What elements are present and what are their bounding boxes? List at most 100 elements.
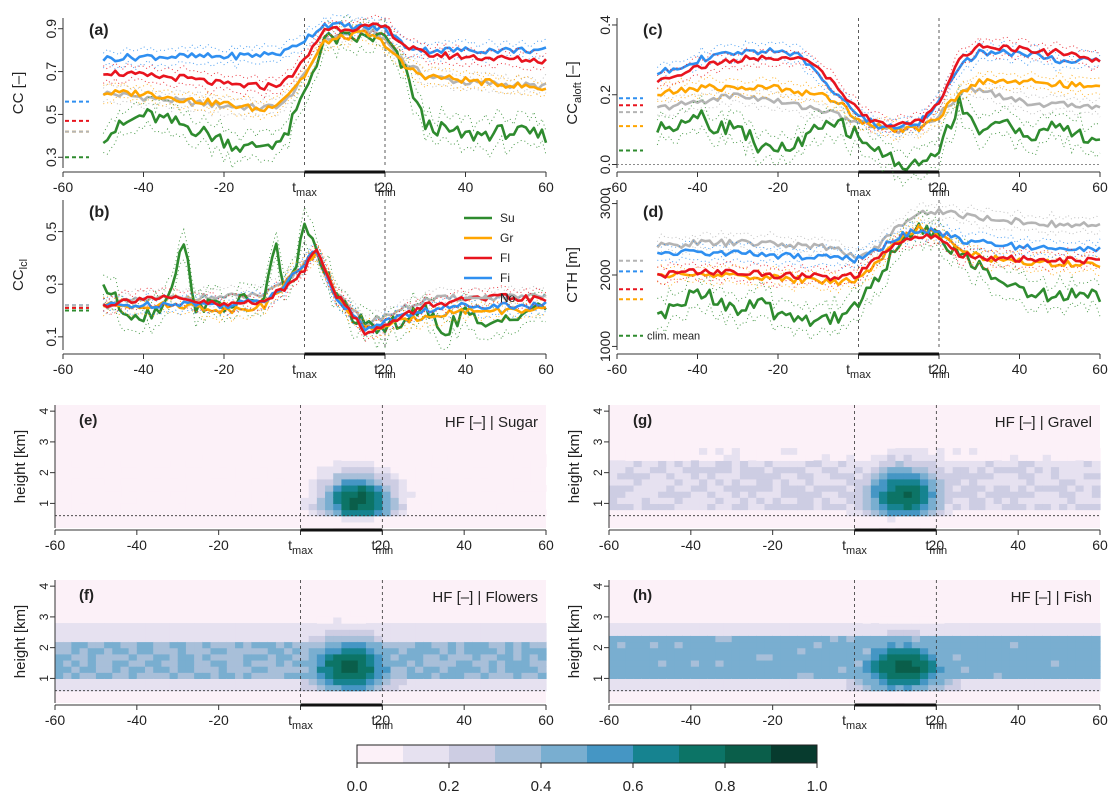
- heatmap-cell: [128, 623, 138, 630]
- x-tick-label: -20: [763, 712, 783, 728]
- heatmap-cell: [447, 647, 457, 655]
- heatmap-cell: [382, 472, 392, 480]
- heatmap-cell: [993, 678, 1003, 686]
- heatmap-cell: [333, 491, 343, 498]
- heatmap-cell: [496, 678, 506, 686]
- heatmap-cell: [1050, 491, 1060, 498]
- heatmap-cell: [218, 684, 228, 692]
- heatmap-cell: [202, 684, 212, 692]
- heatmap-cell: [960, 491, 970, 498]
- heatmap-cell: [210, 497, 220, 504]
- heatmap-cell: [308, 678, 318, 686]
- heatmap-cell: [846, 460, 856, 468]
- heatmap-cell: [772, 666, 782, 673]
- heatmap-cell: [609, 460, 618, 468]
- heatmap-cell: [1091, 460, 1101, 468]
- heatmap-cell: [1001, 478, 1011, 486]
- heatmap-cell: [210, 641, 220, 649]
- heatmap-cell: [431, 460, 441, 468]
- heatmap-cell: [1018, 653, 1027, 661]
- heatmap-cell: [789, 653, 798, 661]
- heatmap-cell: [431, 623, 441, 630]
- heatmap-cell: [960, 647, 970, 655]
- heatmap-cell: [821, 466, 831, 474]
- series-spread-upper-Gr: [103, 21, 547, 105]
- heatmap-cell: [169, 666, 179, 673]
- heatmap-cell: [145, 659, 154, 667]
- heatmap-cell: [1009, 466, 1019, 474]
- heatmap-cell: [382, 503, 392, 511]
- heatmap-cell: [870, 666, 880, 673]
- heatmap-cell: [513, 484, 523, 492]
- heatmap-cell: [406, 653, 416, 661]
- heatmap-cell: [870, 623, 880, 630]
- heatmap-cell: [658, 629, 667, 636]
- heatmap-cell: [1001, 509, 1011, 517]
- heatmap-cell: [952, 491, 962, 498]
- y-tick-label: 0.1: [43, 327, 59, 347]
- heatmap-cell: [862, 497, 872, 504]
- heatmap-cell: [1026, 684, 1036, 692]
- heatmap-cell: [161, 672, 171, 679]
- heatmap-cell: [944, 678, 954, 686]
- t-min-label: tmin: [374, 179, 396, 199]
- x-tick-label: -60: [599, 537, 619, 553]
- heatmap-cell: [911, 684, 921, 692]
- heatmap-cell: [177, 647, 187, 655]
- heatmap-cell: [690, 478, 700, 486]
- heatmap-cell: [609, 497, 618, 504]
- colorbar-bin: [495, 745, 542, 763]
- heatmap-cell: [805, 503, 815, 511]
- heatmap-cell: [617, 684, 626, 692]
- heatmap-cell: [887, 647, 897, 655]
- heatmap-cell: [903, 472, 913, 480]
- heatmap-cell: [480, 641, 490, 649]
- heatmap-cell: [723, 672, 733, 679]
- heatmap-cell: [406, 484, 416, 492]
- heatmap-cell: [870, 478, 880, 486]
- heatmap-cell: [821, 635, 831, 643]
- heatmap-cell: [374, 666, 383, 673]
- heatmap-cell: [153, 659, 162, 667]
- heatmap-cell: [944, 466, 954, 474]
- heatmap-cell: [455, 472, 465, 480]
- heatmap-cell: [333, 635, 343, 643]
- heatmap-cell: [674, 497, 684, 504]
- heatmap-cell: [846, 497, 856, 504]
- heatmap-cell: [682, 629, 692, 636]
- heatmap-cell: [780, 491, 790, 498]
- panel-label: (a): [89, 22, 109, 39]
- heatmap-cell: [365, 623, 375, 630]
- heatmap-cell: [887, 448, 897, 455]
- heatmap-cell: [177, 672, 187, 679]
- heatmap-cell: [928, 448, 937, 455]
- heatmap-cell: [226, 659, 236, 667]
- heatmap-cell: [633, 641, 643, 649]
- heatmap-cell: [325, 478, 334, 486]
- heatmap-cell: [829, 484, 839, 492]
- heatmap-cell: [887, 678, 897, 686]
- heatmap-cell: [87, 672, 97, 679]
- heatmap-cell: [641, 491, 651, 498]
- heatmap-cell: [1059, 503, 1068, 511]
- heatmap-cell: [879, 647, 888, 655]
- heatmap-cell: [682, 497, 692, 504]
- heatmap-cell: [349, 678, 359, 686]
- heatmap-cell: [977, 684, 987, 692]
- heatmap-cell: [505, 635, 514, 643]
- heatmap-cell: [928, 466, 937, 474]
- series-spread-lower-Gr: [102, 258, 547, 340]
- heatmap-cell: [649, 672, 659, 679]
- heatmap-cell: [862, 460, 872, 468]
- heatmap-cell: [529, 659, 539, 667]
- heatmap-cell: [1042, 684, 1052, 692]
- heatmap-cell: [161, 460, 171, 468]
- heatmap-cell: [300, 497, 310, 504]
- heatmap-cell: [357, 629, 367, 636]
- heatmap-cell: [977, 653, 987, 661]
- heatmap-cell: [731, 684, 741, 692]
- x-tick-label: -60: [599, 712, 619, 728]
- heatmap-cell: [879, 448, 888, 455]
